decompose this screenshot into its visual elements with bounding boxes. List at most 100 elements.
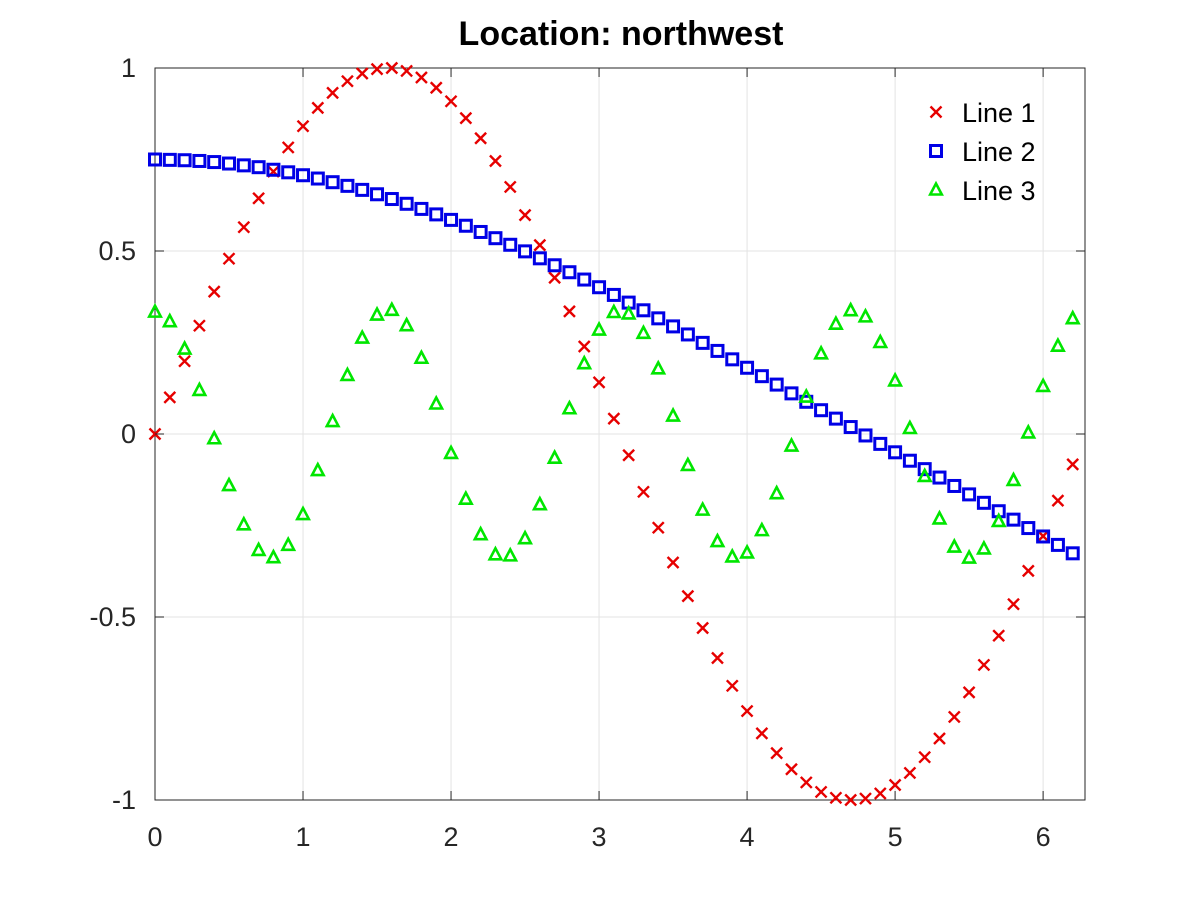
data-point xyxy=(873,436,888,451)
data-point xyxy=(888,445,903,460)
data-point xyxy=(606,287,621,302)
data-point xyxy=(635,324,652,340)
data-point xyxy=(754,369,769,384)
y-tick-label: -0.5 xyxy=(89,602,136,632)
data-point xyxy=(177,153,192,168)
data-point xyxy=(666,319,681,334)
x-tick-label: 6 xyxy=(1036,822,1051,852)
data-point xyxy=(561,399,578,415)
data-point xyxy=(858,428,873,443)
data-point xyxy=(1064,309,1081,325)
data-point xyxy=(546,448,563,464)
data-point xyxy=(1065,546,1080,561)
data-point xyxy=(888,778,902,792)
data-point xyxy=(887,371,904,387)
axes-ticks: 0 1 2 3 4 5 6 -1 -0.5 0 0.5 1 xyxy=(89,53,1085,852)
data-point xyxy=(161,312,178,328)
data-point xyxy=(814,785,828,799)
data-point xyxy=(946,537,963,553)
y-tick-label: 0.5 xyxy=(98,236,136,266)
data-point xyxy=(902,453,917,468)
data-point xyxy=(740,360,755,375)
data-point xyxy=(489,154,502,168)
data-point xyxy=(842,301,859,317)
data-point xyxy=(531,495,548,511)
legend: Line 1 Line 2 Line 3 xyxy=(928,98,1036,206)
data-point xyxy=(916,467,933,483)
data-point xyxy=(459,111,473,125)
legend-marker xyxy=(929,105,943,119)
legend-marker xyxy=(929,144,943,158)
data-point xyxy=(740,704,754,718)
data-point xyxy=(429,81,443,95)
data-point xyxy=(843,420,858,435)
data-point xyxy=(724,547,741,563)
data-point xyxy=(1035,377,1052,393)
data-point xyxy=(311,101,325,115)
data-point xyxy=(1020,423,1037,439)
data-point xyxy=(473,224,488,239)
data-point xyxy=(799,776,813,789)
data-point xyxy=(324,412,341,428)
data-point xyxy=(221,476,237,492)
data-point xyxy=(785,762,798,776)
data-point xyxy=(798,387,815,403)
data-point xyxy=(1005,471,1022,487)
data-point xyxy=(517,529,534,545)
x-tick-label: 3 xyxy=(592,822,607,852)
data-point xyxy=(992,629,1006,643)
data-point xyxy=(295,505,311,521)
data-point xyxy=(636,303,651,318)
data-point xyxy=(592,376,606,389)
data-point xyxy=(443,444,459,460)
legend-marker xyxy=(928,180,944,196)
series-line-3 xyxy=(147,301,1081,564)
data-point xyxy=(622,448,636,462)
data-point xyxy=(918,750,932,764)
data-point xyxy=(947,478,962,493)
data-point xyxy=(739,543,756,559)
data-point xyxy=(281,165,296,180)
data-point xyxy=(694,500,711,516)
legend-label: Line 2 xyxy=(962,137,1036,167)
x-tick-label: 2 xyxy=(444,822,459,852)
data-point xyxy=(265,548,282,564)
data-point xyxy=(770,746,784,760)
data-point xyxy=(709,532,726,548)
data-point xyxy=(548,271,561,285)
data-point xyxy=(355,182,370,197)
data-point xyxy=(398,316,415,332)
data-point xyxy=(162,152,177,167)
data-point xyxy=(533,238,547,252)
series-line-1 xyxy=(148,61,1080,807)
data-point xyxy=(429,207,444,222)
data-point xyxy=(281,141,295,154)
data-point xyxy=(769,377,784,392)
data-point xyxy=(250,541,267,557)
data-point xyxy=(370,187,385,202)
data-point xyxy=(415,71,428,84)
data-point xyxy=(857,307,874,323)
data-point xyxy=(1049,336,1066,352)
data-point xyxy=(591,320,608,336)
data-point xyxy=(813,344,830,360)
data-point xyxy=(947,710,961,724)
data-point xyxy=(710,343,725,358)
data-point xyxy=(666,556,680,569)
data-point xyxy=(1066,458,1080,471)
data-point xyxy=(148,152,162,167)
data-point xyxy=(620,304,637,320)
chart-title: Location: northwest xyxy=(459,15,784,53)
x-tick-label: 4 xyxy=(740,822,755,852)
data-point xyxy=(711,651,724,665)
data-point xyxy=(1007,597,1020,611)
data-point xyxy=(562,265,577,280)
data-point xyxy=(444,212,459,227)
data-point xyxy=(695,335,710,350)
data-point xyxy=(518,208,532,222)
data-point xyxy=(310,171,325,186)
data-point xyxy=(872,333,889,349)
data-point xyxy=(917,462,932,477)
